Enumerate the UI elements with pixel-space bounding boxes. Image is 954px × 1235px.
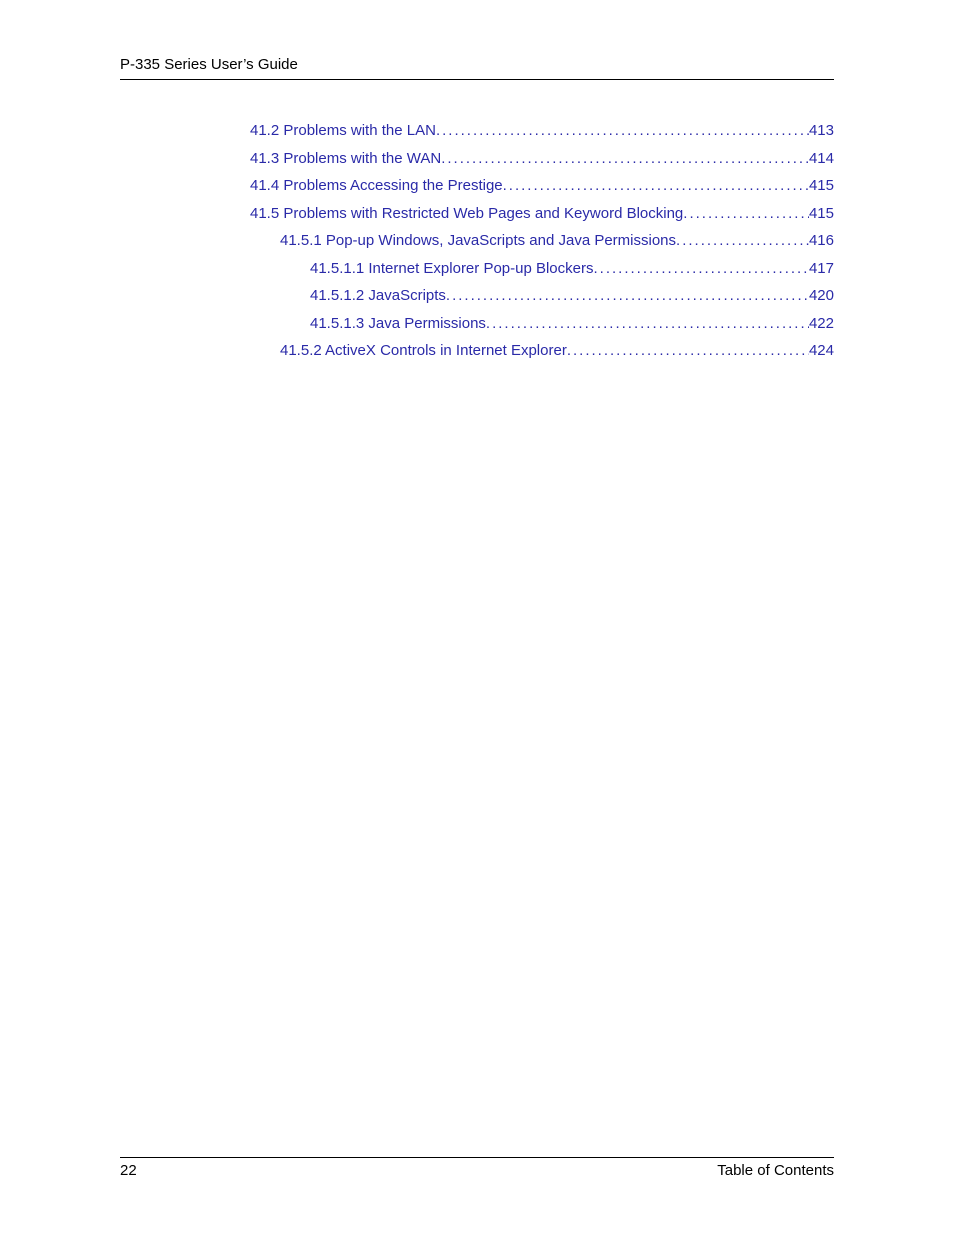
toc-entry[interactable]: 41.2 Problems with the LAN 413: [250, 120, 834, 143]
toc-entry-label: 41.4 Problems Accessing the Prestige: [250, 175, 503, 198]
toc-leader-dots: [486, 313, 809, 336]
toc-entry-page: 417: [809, 258, 834, 281]
toc-entry[interactable]: 41.5.2 ActiveX Controls in Internet Expl…: [250, 340, 834, 363]
toc-entry[interactable]: 41.3 Problems with the WAN 414: [250, 148, 834, 171]
toc-list: 41.2 Problems with the LAN 413 41.3 Prob…: [250, 120, 834, 363]
toc-entry-page: 416: [809, 230, 834, 253]
toc-entry-label: 41.5.1.2 JavaScripts: [310, 285, 446, 308]
toc-entry[interactable]: 41.5 Problems with Restricted Web Pages …: [250, 203, 834, 226]
toc-entry-label: 41.2 Problems with the LAN: [250, 120, 436, 143]
toc-entry-page: 415: [809, 203, 834, 226]
toc-entry-page: 424: [809, 340, 834, 363]
toc-entry[interactable]: 41.5.1.1 Internet Explorer Pop-up Blocke…: [250, 258, 834, 281]
page-number: 22: [120, 1162, 137, 1179]
footer-section-title: Table of Contents: [717, 1162, 834, 1179]
toc-entry-page: 414: [809, 148, 834, 171]
toc-entry-label: 41.5.1.3 Java Permissions: [310, 313, 486, 336]
toc-leader-dots: [676, 230, 809, 253]
toc-leader-dots: [567, 340, 809, 363]
page: P-335 Series User’s Guide 41.2 Problems …: [0, 0, 954, 1235]
toc-leader-dots: [446, 285, 809, 308]
toc-leader-dots: [503, 175, 809, 198]
toc-entry[interactable]: 41.4 Problems Accessing the Prestige 415: [250, 175, 834, 198]
toc-leader-dots: [441, 148, 809, 171]
toc-entry[interactable]: 41.5.1 Pop-up Windows, JavaScripts and J…: [250, 230, 834, 253]
toc-entry-label: 41.5 Problems with Restricted Web Pages …: [250, 203, 683, 226]
toc-entry-label: 41.5.2 ActiveX Controls in Internet Expl…: [280, 340, 567, 363]
running-header: P-335 Series User’s Guide: [120, 56, 834, 80]
toc-entry-label: 41.5.1 Pop-up Windows, JavaScripts and J…: [280, 230, 676, 253]
toc-entry-page: 422: [809, 313, 834, 336]
toc-entry-page: 413: [809, 120, 834, 143]
toc-entry-page: 420: [809, 285, 834, 308]
page-footer: 22 Table of Contents: [120, 1157, 834, 1179]
toc-entry-label: 41.3 Problems with the WAN: [250, 148, 441, 171]
toc-entry[interactable]: 41.5.1.2 JavaScripts 420: [250, 285, 834, 308]
toc-entry-page: 415: [809, 175, 834, 198]
toc-leader-dots: [594, 258, 809, 281]
toc-entry[interactable]: 41.5.1.3 Java Permissions 422: [250, 313, 834, 336]
toc-leader-dots: [683, 203, 809, 226]
toc-entry-label: 41.5.1.1 Internet Explorer Pop-up Blocke…: [310, 258, 594, 281]
toc-leader-dots: [436, 120, 809, 143]
